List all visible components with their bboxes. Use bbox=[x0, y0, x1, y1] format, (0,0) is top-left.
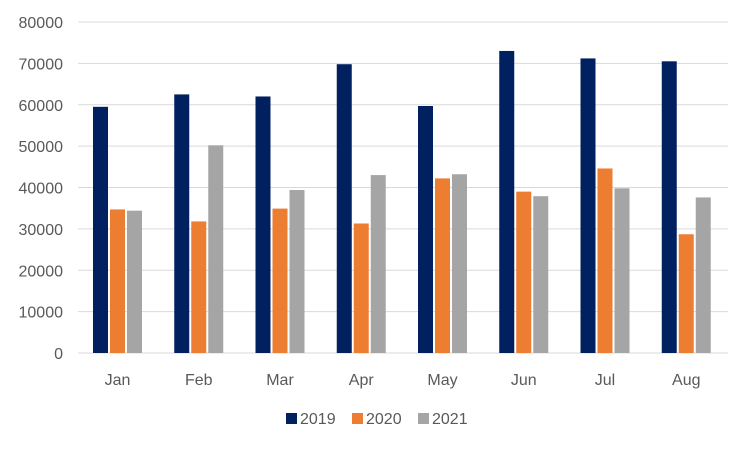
bar-2021-apr bbox=[370, 175, 386, 353]
y-tick-label: 10000 bbox=[19, 305, 64, 322]
bar-2021-may bbox=[452, 174, 467, 353]
y-tick-label: 80000 bbox=[19, 15, 64, 32]
y-tick-label: 40000 bbox=[19, 181, 64, 198]
bar-2020-may bbox=[435, 178, 450, 353]
bar-2019-aug bbox=[661, 61, 677, 354]
bar-2020-jan bbox=[110, 209, 125, 353]
x-tick-label: Apr bbox=[349, 372, 375, 389]
legend-label-2019: 2019 bbox=[300, 411, 336, 428]
bar-2020-jul bbox=[597, 168, 613, 353]
y-tick-label: 20000 bbox=[19, 263, 64, 280]
y-tick-label: 70000 bbox=[19, 56, 64, 73]
bar-2019-mar bbox=[255, 96, 271, 353]
y-tick-label: 50000 bbox=[19, 139, 64, 156]
bar-2019-apr bbox=[336, 64, 352, 353]
legend: 2019 2020 2021 bbox=[286, 411, 468, 428]
y-axis-ticks: 0 10000 20000 30000 40000 50000 60000 70000 8000… bbox=[19, 15, 64, 363]
bar-2021-jan bbox=[127, 210, 142, 353]
x-tick-label: Mar bbox=[266, 372, 294, 389]
bar-2020-apr bbox=[353, 223, 369, 353]
x-tick-label: Feb bbox=[185, 372, 213, 389]
x-axis-ticks: Jan Feb Mar Apr May Jun Jul Aug bbox=[105, 372, 701, 389]
bar-2020-mar bbox=[272, 208, 288, 353]
legend-swatch-2020 bbox=[352, 413, 363, 424]
x-tick-label: Jun bbox=[511, 372, 537, 389]
legend-swatch-2021 bbox=[418, 413, 429, 424]
bar-2021-aug bbox=[695, 197, 711, 353]
bar-2020-jun bbox=[516, 191, 532, 353]
bar-2021-mar bbox=[289, 189, 305, 353]
y-tick-label: 0 bbox=[54, 346, 63, 363]
legend-label-2021: 2021 bbox=[432, 411, 468, 428]
x-tick-label: Aug bbox=[672, 372, 700, 389]
bar-2019-jul bbox=[580, 58, 596, 353]
legend-label-2020: 2020 bbox=[366, 411, 402, 428]
x-tick-label: Jan bbox=[105, 372, 131, 389]
bar-2020-feb bbox=[191, 221, 207, 353]
bar-2019-may bbox=[418, 105, 433, 354]
bar-2021-jun bbox=[533, 196, 549, 353]
x-tick-label: Jul bbox=[595, 372, 615, 389]
bar-2021-jul bbox=[614, 188, 630, 353]
bar-2020-aug bbox=[678, 234, 694, 353]
bars bbox=[93, 50, 711, 354]
x-tick-label: May bbox=[427, 372, 457, 389]
bar-2019-jun bbox=[499, 50, 515, 354]
legend-swatch-2019 bbox=[286, 413, 297, 424]
bar-2021-feb bbox=[208, 145, 224, 353]
y-tick-label: 30000 bbox=[19, 222, 64, 239]
bar-2019-jan bbox=[93, 106, 108, 353]
y-tick-label: 60000 bbox=[19, 98, 64, 115]
bar-2019-feb bbox=[174, 94, 190, 353]
